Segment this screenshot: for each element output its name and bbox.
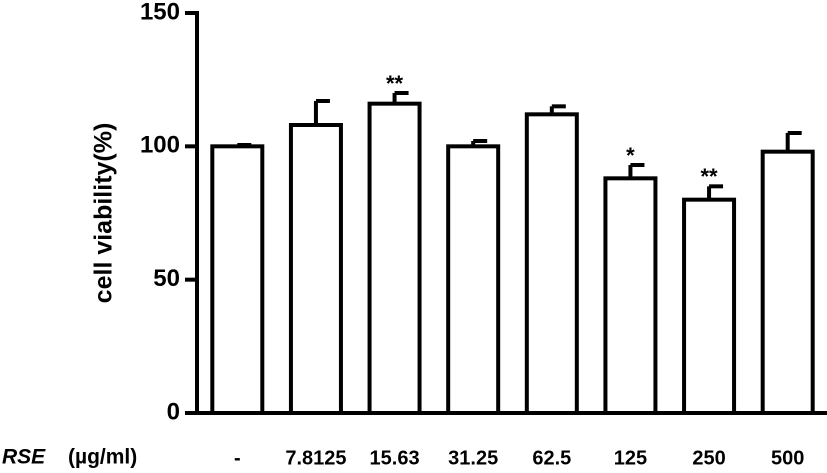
bar	[446, 144, 501, 415]
y-tick-label: 150	[140, 0, 180, 25]
y-axis-label: cell viability(%)	[90, 123, 118, 304]
bar	[288, 123, 343, 415]
y-tick-label: 100	[140, 132, 180, 159]
y-tick-label: 50	[153, 265, 180, 292]
bar	[210, 144, 265, 415]
bar	[760, 149, 815, 416]
bar	[367, 101, 422, 416]
x-tick-label: 15.63	[370, 447, 420, 469]
x-axis-label-italic: RSE	[2, 446, 46, 469]
significance-label: **	[701, 164, 719, 189]
bar	[603, 176, 658, 415]
significance-label: **	[386, 71, 404, 96]
x-tick-label: 500	[771, 447, 804, 469]
significance-label: *	[626, 143, 635, 168]
x-axis-label: (µg/ml)	[68, 446, 137, 469]
x-tick-label: -	[234, 447, 241, 469]
x-tick-label: 250	[692, 447, 725, 469]
x-tick-label: 7.8125	[285, 447, 346, 469]
y-tick-label: 0	[167, 398, 180, 425]
bar	[682, 197, 737, 415]
x-tick-label: 62.5	[532, 447, 571, 469]
bar	[524, 112, 579, 415]
x-tick-label: 125	[614, 447, 647, 469]
x-tick-label: 31.25	[448, 447, 498, 469]
